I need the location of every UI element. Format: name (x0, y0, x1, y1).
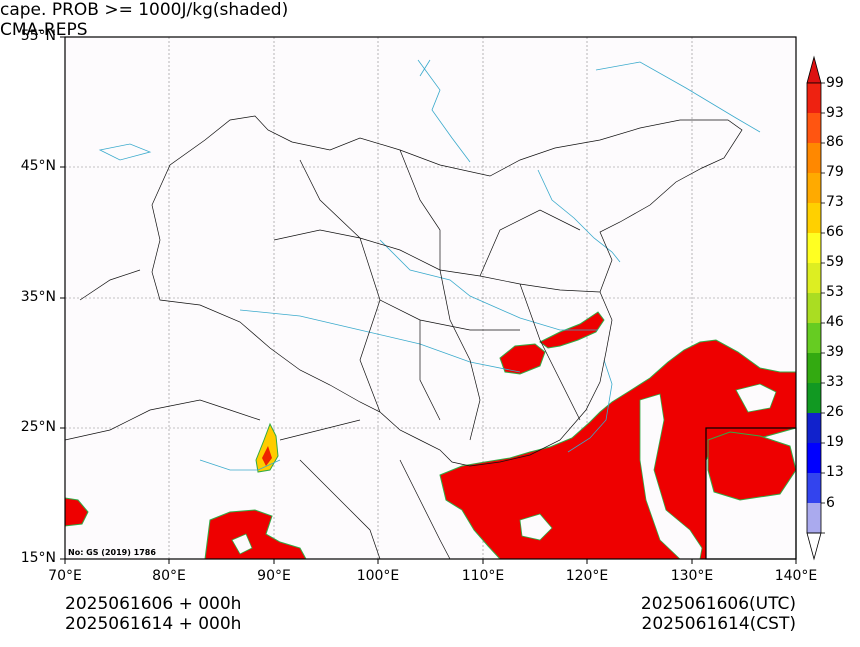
lon-label-130e: 130°E (670, 568, 714, 584)
valid-time-utc: 2025061606(UTC) (640, 594, 796, 614)
axis-ticks (60, 36, 797, 564)
colorbar-label-59: 59 (826, 254, 844, 270)
colorbar-label-86: 86 (826, 134, 844, 150)
colorbar-segment (807, 203, 821, 233)
rivers-and-coast (98, 59, 761, 471)
lat-label-15n: 15°N (20, 550, 56, 566)
colorbar-segment (807, 383, 821, 413)
colorbar-segment (807, 503, 821, 533)
colorbar-segment (807, 443, 821, 473)
colorbar-label-46: 46 (826, 314, 844, 330)
colorbar-label-66: 66 (826, 224, 844, 240)
shade-yangtze-west (499, 343, 546, 375)
colorbar-label-99: 99 (826, 75, 844, 91)
colorbar-frame (806, 82, 822, 534)
init-time-cst: 2025061614 + 000h (65, 614, 242, 634)
political-borders (64, 115, 743, 560)
map-approval-number: No: GS (2019) 1786 (68, 548, 156, 557)
colorbar-segment (807, 233, 821, 263)
lat-label-25n: 25°N (20, 419, 56, 435)
colorbar-label-19: 19 (826, 434, 844, 450)
lon-label-70e: 70°E (48, 568, 82, 584)
shade-bangladesh-core (262, 446, 272, 466)
map-title: cape. PROB >= 1000J/kg(shaded) (0, 0, 289, 20)
colorbar-segment (807, 353, 821, 383)
init-time-utc: 2025061606 + 000h (65, 594, 242, 614)
colorbar-under-arrow (806, 532, 822, 561)
forecast-time-left: 2025061606 + 000h 2025061614 + 000h (65, 594, 241, 634)
graticule (65, 37, 796, 559)
lon-label-90e: 90°E (257, 568, 291, 584)
colorbar-label-6: 6 (826, 495, 835, 511)
colorbar-label-26: 26 (826, 404, 844, 420)
colorbar-label-13: 13 (826, 464, 844, 480)
lon-label-120e: 120°E (565, 568, 609, 584)
other-borders (64, 269, 451, 560)
shade-inset (707, 431, 797, 501)
valid-time-cst: 2025061614(CST) (641, 614, 796, 634)
colorbar-segment (807, 413, 821, 443)
colorbar-segment (807, 263, 821, 293)
colorbar-segment (807, 113, 821, 143)
lat-label-45n: 45°N (20, 158, 56, 174)
lat-label-55n: 55°N (20, 28, 56, 44)
colorbar (806, 55, 825, 561)
lon-label-110e: 110°E (461, 568, 505, 584)
colorbar-label-79: 79 (826, 164, 844, 180)
lon-label-80e: 80°E (152, 568, 186, 584)
colorbar-over-arrow (806, 55, 822, 84)
colorbar-label-73: 73 (826, 194, 844, 210)
colorbar-label-39: 39 (826, 344, 844, 360)
model-name: CMA-REPS (0, 20, 88, 40)
lon-label-100e: 100°E (356, 568, 400, 584)
lat-label-35n: 35°N (20, 289, 56, 305)
colorbar-segment (807, 143, 821, 173)
china-outline (151, 115, 743, 467)
colorbar-segment (807, 173, 821, 203)
colorbar-label-33: 33 (826, 374, 844, 390)
lon-label-140e: 140°E (774, 568, 818, 584)
colorbar-segment (807, 293, 821, 323)
colorbar-segment (807, 83, 821, 113)
colorbar-label-93: 93 (826, 105, 844, 121)
colorbar-segment (807, 323, 821, 353)
forecast-time-right: 2025061606(UTC) 2025061614(CST) (641, 594, 796, 634)
colorbar-label-53: 53 (826, 284, 844, 300)
shading-gaps (231, 383, 777, 560)
colorbar-segment (807, 473, 821, 503)
province-lines (273, 149, 601, 441)
